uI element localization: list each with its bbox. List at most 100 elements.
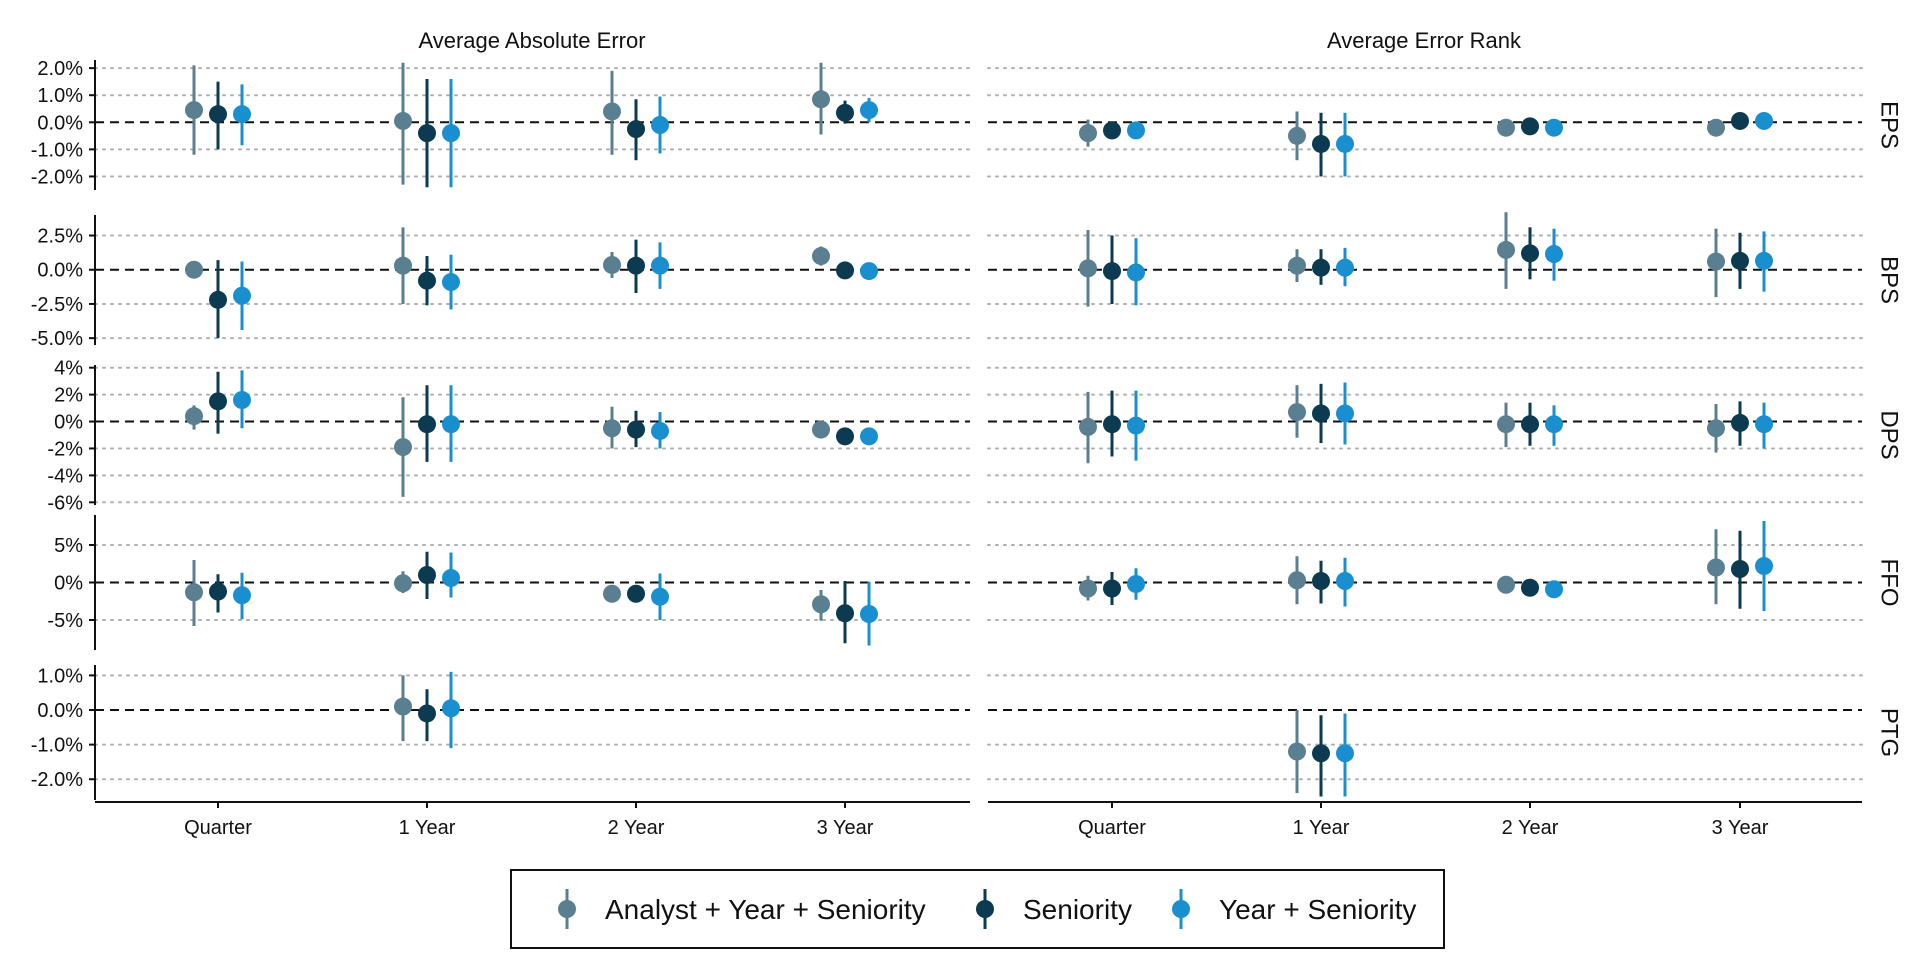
y-tick-label: 1.0% (37, 665, 83, 687)
data-point (651, 256, 669, 275)
data-point (1127, 121, 1145, 140)
data-point (394, 438, 412, 457)
legend-entry: Seniority (1023, 894, 1132, 925)
data-point (1079, 124, 1097, 143)
data-point (1545, 415, 1563, 434)
data-point (836, 261, 854, 280)
row-label: PTG (1876, 708, 1903, 757)
data-point (1521, 117, 1539, 136)
col-title-right: Average Error Rank (1327, 28, 1522, 53)
data-point (1336, 744, 1354, 763)
data-point (1079, 579, 1097, 598)
data-point (836, 427, 854, 446)
data-point (233, 286, 251, 305)
data-point (1731, 413, 1749, 432)
row-label: BPS (1876, 256, 1903, 304)
data-point (860, 605, 878, 623)
data-point (812, 90, 830, 109)
data-point (1288, 256, 1306, 275)
data-point (418, 271, 436, 290)
x-tick-label: 3 Year (1712, 817, 1769, 839)
data-point (442, 273, 460, 292)
y-tick-label: 2.0% (37, 58, 83, 80)
data-point (1312, 134, 1330, 153)
data-point (1079, 417, 1097, 436)
data-point (1336, 134, 1354, 153)
data-point (836, 103, 854, 122)
data-point (1755, 111, 1773, 130)
data-point (1521, 415, 1539, 434)
axis-layer (89, 60, 1862, 808)
col-title-left: Average Absolute Error (418, 28, 645, 53)
data-point (1312, 744, 1330, 763)
data-point (627, 256, 645, 275)
data-point (418, 415, 436, 434)
data-point (627, 420, 645, 439)
y-tick-label: -1.0% (31, 139, 83, 161)
data-point (1336, 572, 1354, 590)
data-point (1079, 259, 1097, 278)
x-tick-label: Quarter (1078, 817, 1146, 839)
data-point (860, 262, 878, 281)
data-point (812, 420, 830, 439)
data-point (1127, 263, 1145, 282)
data-point (627, 120, 645, 139)
y-tick-label: 4% (54, 358, 83, 380)
data-point (1103, 415, 1121, 434)
y-tick-label: 1.0% (37, 85, 83, 107)
data-point (603, 102, 621, 121)
x-tick-label: Quarter (184, 817, 252, 839)
y-tick-label: 2% (54, 385, 83, 407)
x-tick-label: 2 Year (1502, 817, 1559, 839)
data-point (1312, 404, 1330, 423)
y-tick-label: 2.5% (37, 226, 83, 248)
y-tick-label: 0% (54, 573, 83, 595)
data-point (185, 583, 203, 602)
data-point (1312, 258, 1330, 277)
data-point (418, 704, 436, 723)
data-point (418, 566, 436, 584)
y-tick-label: -2% (47, 438, 83, 460)
data-point (1545, 580, 1563, 599)
data-point (394, 697, 412, 716)
data-point (1288, 571, 1306, 590)
data-point (651, 421, 669, 440)
data-point (394, 574, 412, 593)
data-point (1707, 252, 1725, 271)
data-point (1755, 251, 1773, 270)
legend-entry: Year + Seniority (1219, 894, 1416, 925)
data-point (812, 247, 830, 266)
data-point (209, 105, 227, 124)
data-point (603, 419, 621, 438)
row-label: DPS (1876, 410, 1903, 459)
data-point (1103, 262, 1121, 281)
data-point (1288, 403, 1306, 422)
y-tick-label: -2.0% (31, 769, 83, 791)
data-point (651, 587, 669, 606)
data-point (1545, 118, 1563, 137)
data-point (1103, 121, 1121, 140)
x-tick-label: 1 Year (399, 817, 456, 839)
data-point (442, 699, 460, 718)
data-point (1731, 111, 1749, 130)
y-tick-label: -6% (47, 492, 83, 514)
data-point (1731, 560, 1749, 578)
grid-layer (94, 67, 1863, 781)
legend-key-dot (558, 900, 576, 918)
data-point (1103, 579, 1121, 598)
data-point (185, 260, 203, 279)
data-point (394, 256, 412, 275)
data-point (1127, 575, 1145, 593)
legend-key-dot (1172, 900, 1190, 918)
data-point (1707, 118, 1725, 137)
data-point (627, 584, 645, 603)
y-tick-label: -5.0% (31, 328, 83, 350)
x-tick-label: 3 Year (817, 817, 874, 839)
data-point (1312, 572, 1330, 590)
data-point (418, 124, 436, 143)
y-tick-label: 0.0% (37, 260, 83, 282)
data-point (209, 392, 227, 411)
legend: Analyst + Year + Seniority Seniority Year … (510, 869, 1445, 949)
data-point (603, 584, 621, 603)
